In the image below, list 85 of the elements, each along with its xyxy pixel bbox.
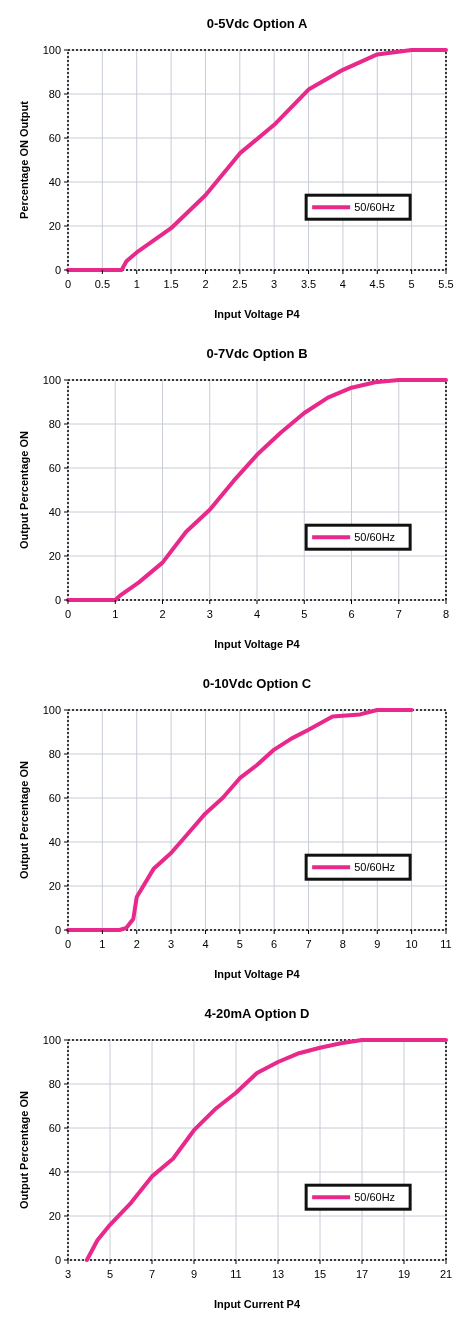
chart-title: 0-7Vdc Option B — [206, 346, 308, 361]
y-tick-label: 80 — [48, 1078, 61, 1090]
y-tick-label: 40 — [48, 176, 61, 188]
x-tick-label: 6 — [271, 938, 278, 950]
legend-label: 50/60Hz — [354, 1191, 396, 1204]
y-axis-title: Percentage ON Output — [18, 100, 30, 219]
x-tick-label: 3.5 — [300, 278, 317, 290]
x-tick-label: 1 — [133, 278, 140, 290]
x-tick-label: 4 — [253, 608, 261, 620]
x-tick-label: 5 — [408, 278, 415, 290]
x-tick-label: 0.5 — [94, 278, 111, 290]
y-tick-label: 80 — [48, 88, 61, 100]
y-tick-label: 20 — [48, 880, 61, 892]
line-series — [66, 378, 448, 602]
y-tick-label: 20 — [48, 220, 61, 232]
y-tick-label: 60 — [48, 1122, 61, 1134]
x-tick-label: 3 — [64, 1268, 72, 1280]
x-tick-label: 5 — [106, 1268, 114, 1280]
y-tick-label: 100 — [42, 1034, 61, 1046]
x-tick-label: 5.5 — [438, 278, 454, 290]
x-tick-label: 11 — [230, 1268, 242, 1280]
y-tick-label: 60 — [48, 462, 61, 474]
x-tick-label: 9 — [374, 938, 381, 950]
x-axis-title: Input Current P4 — [213, 1298, 301, 1310]
x-tick-label: 4 — [202, 938, 209, 950]
x-tick-label: 0 — [64, 278, 72, 290]
chart-title: 0-5Vdc Option A — [206, 16, 308, 31]
x-tick-label: 2.5 — [232, 278, 248, 290]
x-tick-label: 4 — [339, 278, 346, 290]
x-tick-label: 1 — [112, 608, 119, 620]
x-tick-label: 9 — [190, 1268, 198, 1280]
y-tick-label: 60 — [48, 132, 61, 144]
x-tick-label: 0 — [64, 608, 72, 620]
y-tick-label: 20 — [48, 550, 61, 562]
line-series — [66, 48, 448, 272]
x-tick-label: 7 — [395, 608, 402, 620]
x-tick-label: 2 — [202, 278, 209, 290]
x-tick-label: 4.5 — [369, 278, 385, 290]
x-tick-label: 11 — [440, 938, 452, 950]
x-axis-title: Input Voltage P4 — [214, 968, 301, 980]
y-tick-label: 80 — [48, 418, 61, 430]
y-axis-title: Output Percentage ON — [18, 760, 30, 879]
y-tick-label: 20 — [48, 1210, 61, 1222]
x-tick-label: 3 — [271, 278, 278, 290]
y-tick-label: 100 — [42, 704, 61, 716]
x-tick-label: 5 — [236, 938, 243, 950]
chart-title: 0-10Vdc Option C — [202, 676, 312, 691]
legend-label: 50/60Hz — [354, 861, 396, 874]
x-tick-label: 5 — [301, 608, 308, 620]
x-tick-label: 17 — [355, 1268, 369, 1280]
legend-label: 50/60Hz — [354, 531, 396, 544]
x-tick-label: 19 — [397, 1268, 411, 1280]
y-tick-label: 0 — [54, 1254, 61, 1266]
y-tick-label: 60 — [48, 792, 61, 804]
y-tick-label: 0 — [54, 264, 61, 276]
y-axis-title: Output Percentage ON — [18, 430, 30, 549]
x-tick-label: 7 — [305, 938, 312, 950]
legend-label: 50/60Hz — [354, 201, 396, 214]
x-tick-label: 21 — [439, 1268, 453, 1280]
y-tick-label: 40 — [48, 836, 61, 848]
y-tick-label: 0 — [54, 924, 61, 936]
y-tick-label: 40 — [48, 506, 61, 518]
x-tick-label: 8 — [442, 608, 450, 620]
y-tick-label: 100 — [42, 374, 61, 386]
x-tick-label: 0 — [64, 938, 72, 950]
y-tick-label: 40 — [48, 1166, 61, 1178]
x-tick-label: 8 — [339, 938, 346, 950]
x-tick-label: 3 — [206, 608, 213, 620]
x-tick-label: 2 — [133, 938, 140, 950]
x-tick-label: 7 — [148, 1268, 156, 1280]
y-tick-label: 100 — [42, 44, 61, 56]
x-tick-label: 13 — [271, 1268, 285, 1280]
x-tick-label: 1 — [99, 938, 106, 950]
x-tick-label: 15 — [313, 1268, 327, 1280]
x-tick-label: 3 — [168, 938, 175, 950]
x-tick-label: 2 — [159, 608, 166, 620]
y-tick-label: 0 — [54, 594, 61, 606]
y-tick-label: 80 — [48, 748, 61, 760]
x-axis-title: Input Voltage P4 — [214, 308, 301, 320]
x-axis-title: Input Voltage P4 — [214, 638, 301, 650]
x-tick-label: 6 — [348, 608, 355, 620]
chart-title: 4-20mA Option D — [204, 1006, 310, 1021]
y-axis-title: Output Percentage ON — [18, 1090, 30, 1209]
x-tick-label: 1.5 — [163, 278, 179, 290]
x-tick-label: 10 — [405, 938, 418, 950]
